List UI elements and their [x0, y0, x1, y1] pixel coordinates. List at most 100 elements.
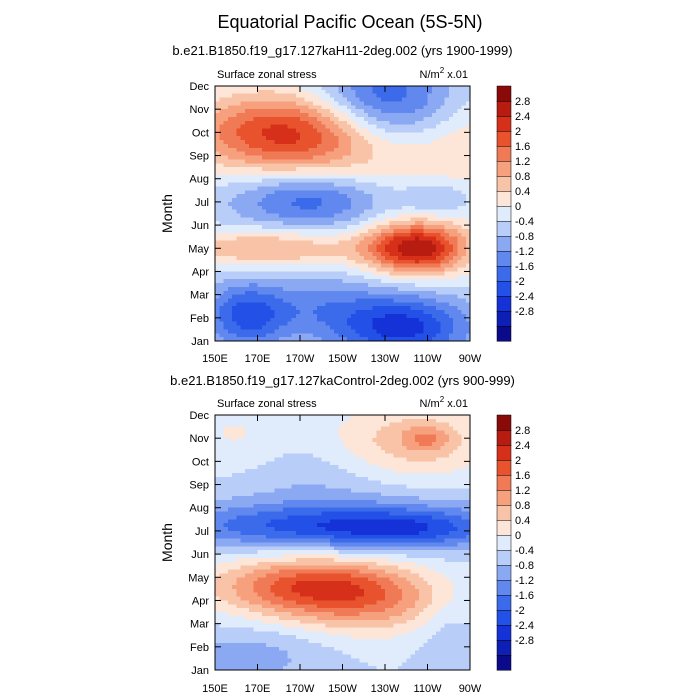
heatmap-cell — [338, 209, 344, 215]
heatmap-cell — [419, 263, 424, 269]
heatmap-cell — [380, 174, 386, 180]
heatmap-cell — [368, 317, 373, 323]
heatmap-cell — [249, 190, 254, 195]
heatmap-cell — [219, 604, 225, 609]
heatmap-cell — [414, 201, 420, 207]
heatmap-cell — [300, 140, 305, 145]
heatmap-cell — [240, 438, 246, 443]
heatmap-cell — [223, 120, 229, 126]
heatmap-cell — [440, 163, 446, 168]
heatmap-cell — [227, 646, 233, 652]
colorbar-label: -0.8 — [515, 231, 534, 243]
heatmap-cell — [244, 480, 250, 486]
heatmap-cell — [236, 120, 242, 126]
heatmap-cell — [436, 89, 441, 95]
heatmap-cell — [227, 666, 233, 671]
heatmap-cell — [389, 263, 395, 269]
heatmap-cell — [270, 449, 276, 455]
heatmap-cell — [427, 263, 433, 269]
heatmap-cell — [355, 155, 361, 161]
heatmap-cell — [346, 136, 352, 141]
heatmap-cell — [436, 190, 441, 195]
heatmap-cell — [372, 271, 378, 276]
heatmap-cell — [440, 240, 446, 246]
heatmap-cell — [266, 132, 271, 137]
heatmap-cell — [266, 333, 271, 338]
heatmap-cell — [227, 136, 233, 141]
heatmap-cell — [329, 286, 335, 292]
heatmap-cell — [244, 534, 250, 540]
heatmap-cell — [270, 438, 276, 443]
heatmap-cell — [300, 321, 305, 327]
heatmap-cell — [227, 143, 233, 149]
heatmap-cell — [266, 472, 271, 478]
y-tick-label: Sep — [189, 151, 209, 163]
heatmap-cell — [461, 217, 467, 222]
heatmap-cell — [342, 228, 348, 234]
heatmap-cell — [457, 283, 463, 288]
heatmap-cell — [457, 248, 463, 253]
heatmap-cell — [419, 201, 424, 207]
heatmap-cell — [321, 217, 327, 222]
heatmap-cell — [325, 325, 331, 331]
heatmap-cell — [227, 588, 233, 594]
heatmap-cell — [232, 654, 237, 660]
heatmap-cell — [291, 171, 297, 176]
heatmap-cell — [219, 461, 225, 466]
heatmap-cell — [351, 298, 356, 303]
heatmap-cell — [402, 186, 407, 191]
heatmap-cell — [304, 209, 310, 215]
heatmap-cell — [249, 666, 254, 671]
heatmap-cell — [329, 225, 335, 230]
heatmap-cell — [232, 310, 237, 315]
heatmap-cell — [380, 294, 386, 300]
heatmap-cell — [342, 279, 348, 284]
heatmap-cell — [278, 286, 284, 292]
heatmap-cell — [215, 561, 220, 567]
heatmap-cell — [240, 666, 246, 671]
heatmap-cell — [236, 252, 242, 257]
heatmap-cell — [274, 310, 280, 315]
heatmap-cell — [448, 244, 454, 249]
heatmap-cell — [270, 209, 276, 215]
heatmap-cell — [257, 97, 263, 103]
heatmap-cell — [219, 530, 225, 536]
heatmap-cell — [249, 263, 254, 269]
heatmap-cell — [338, 279, 344, 284]
heatmap-cell — [440, 128, 446, 133]
heatmap-cell — [278, 310, 284, 315]
heatmap-cell — [270, 313, 276, 319]
heatmap-cell — [236, 430, 242, 435]
heatmap-cell — [444, 155, 450, 161]
heatmap-cell — [308, 236, 314, 242]
heatmap-cell — [215, 259, 220, 265]
colorbar-swatch — [496, 175, 512, 192]
y-tick-label: Mar — [190, 290, 209, 302]
heatmap-cell — [219, 283, 225, 288]
heatmap-cell — [342, 86, 348, 91]
heatmap-cell — [448, 178, 454, 184]
heatmap-cell — [444, 236, 450, 242]
heatmap-cell — [325, 101, 331, 106]
heatmap-cell — [215, 97, 220, 103]
heatmap-cell — [461, 279, 467, 284]
heatmap-cell — [223, 217, 229, 222]
heatmap-cell — [283, 194, 288, 199]
heatmap-cell — [223, 500, 229, 505]
heatmap-cell — [240, 650, 246, 656]
heatmap-cell — [219, 337, 225, 342]
heatmap-cell — [427, 259, 433, 265]
heatmap-cell — [244, 457, 250, 462]
heatmap-cell — [274, 430, 280, 435]
heatmap-cell — [219, 321, 225, 327]
heatmap-cell — [232, 159, 237, 164]
heatmap-cell — [389, 186, 395, 191]
heatmap-cell — [402, 298, 407, 303]
heatmap-cell — [257, 252, 263, 257]
heatmap-cell — [431, 147, 437, 153]
heatmap-cell — [270, 93, 276, 99]
heatmap-cell — [295, 267, 301, 273]
heatmap-cell — [287, 256, 293, 261]
heatmap-cell — [402, 151, 407, 157]
